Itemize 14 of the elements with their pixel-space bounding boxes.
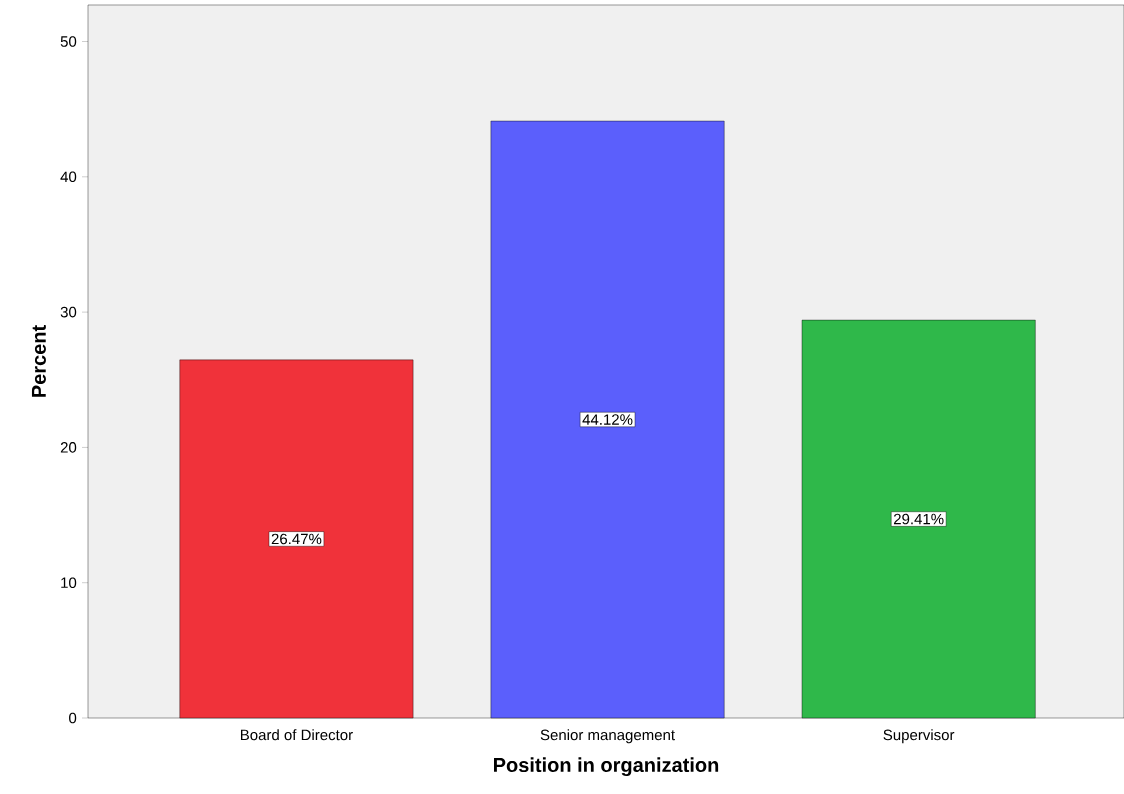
y-tick-label: 30 [60,306,77,318]
y-tick-label: 20 [60,442,77,453]
x-tick-label: Senior management [540,729,675,744]
data-label: 26.47% [271,533,322,545]
data-label: 44.12% [582,414,633,425]
data-label: 29.41% [893,513,944,525]
x-tick-label: Board of Director [240,729,353,741]
y-tick-label: 10 [61,577,77,589]
y-tick-label: 0 [69,712,77,724]
y-axis-title: Percent [31,325,46,397]
y-tick-label: 40 [60,171,77,183]
x-axis-title: Position in organization [494,757,719,777]
y-tick-label: 50 [60,36,77,47]
x-tick-label: Supervisor [883,729,955,744]
